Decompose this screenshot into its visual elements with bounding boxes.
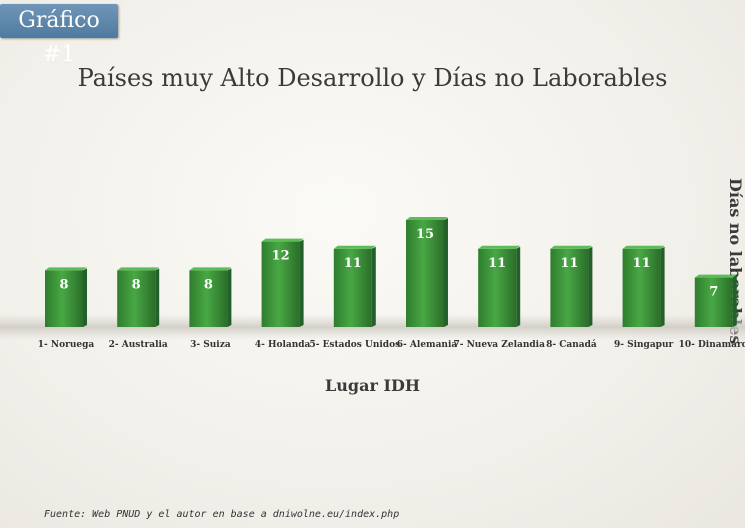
bar-top <box>622 245 665 249</box>
category-label: 10- Dinamarca <box>679 340 745 350</box>
bar-front <box>333 248 372 327</box>
bar-side <box>371 246 376 327</box>
bar-side <box>227 268 232 327</box>
bar-5: 11 <box>333 245 376 327</box>
bar-top <box>117 267 160 271</box>
chart-number-badge: Gráfico #1 <box>0 4 118 67</box>
bar-4: 12 <box>261 238 304 327</box>
bar-7: 11 <box>478 245 521 327</box>
bar-top <box>478 245 521 249</box>
category-label: 6- Alemania <box>397 340 458 350</box>
bar-value-label: 11 <box>560 256 578 271</box>
bar-10: 7 <box>694 274 737 327</box>
bar-8: 11 <box>550 245 593 327</box>
bar-front <box>261 241 300 327</box>
bar-front <box>694 277 733 327</box>
bar-1: 8 <box>45 267 87 327</box>
bar-side <box>155 268 160 327</box>
bar-top <box>261 238 304 242</box>
bar-side <box>444 218 448 327</box>
category-label: 7- Nueva Zelandia <box>453 340 545 350</box>
bar-front <box>478 248 517 327</box>
bar-value-label: 11 <box>344 256 362 271</box>
category-label: 3- Suiza <box>190 340 231 350</box>
bar-side <box>83 268 87 327</box>
category-label: 1- Noruega <box>38 340 95 350</box>
bar-value-label: 12 <box>272 249 290 264</box>
bar-side <box>660 246 665 327</box>
source-note: Fuente: Web PNUD y el autor en base a dn… <box>44 509 400 520</box>
bar-2: 8 <box>117 267 160 327</box>
x-axis-label: Lugar IDH <box>325 376 420 395</box>
bar-value-label: 8 <box>204 277 213 292</box>
bar-6: 15 <box>406 217 448 327</box>
bar-value-label: 7 <box>709 285 718 300</box>
chart-title: Países muy Alto Desarrollo y Días no Lab… <box>77 64 668 92</box>
bar-front <box>117 270 156 327</box>
bar-front <box>45 270 83 327</box>
bar-side <box>732 275 737 327</box>
bar-top <box>406 217 448 220</box>
category-label: 8- Canadá <box>546 339 597 350</box>
bar-front <box>550 248 589 327</box>
bar-value-label: 11 <box>488 256 506 271</box>
bar-value-label: 15 <box>416 227 434 242</box>
category-label: 9- Singapur <box>614 340 674 350</box>
bar-9: 11 <box>622 245 665 327</box>
bar-value-label: 11 <box>633 256 651 271</box>
bar-top <box>550 245 593 249</box>
bar-top <box>694 274 737 278</box>
bar-3: 8 <box>189 267 232 327</box>
bar-top <box>333 245 376 249</box>
bar-top <box>189 267 232 271</box>
bar-side <box>516 246 521 327</box>
category-label: 4- Holanda <box>255 340 311 350</box>
category-label: 5- Estados Unidos <box>309 340 400 350</box>
bar-side <box>299 239 304 327</box>
bar-side <box>588 246 593 327</box>
bar-top <box>45 267 87 271</box>
bar-front <box>189 270 228 327</box>
bar-value-label: 8 <box>132 277 141 292</box>
bar-value-label: 8 <box>59 277 68 292</box>
bar-front <box>406 220 444 327</box>
category-label: 2- Australia <box>109 340 168 350</box>
bar-front <box>622 248 661 327</box>
